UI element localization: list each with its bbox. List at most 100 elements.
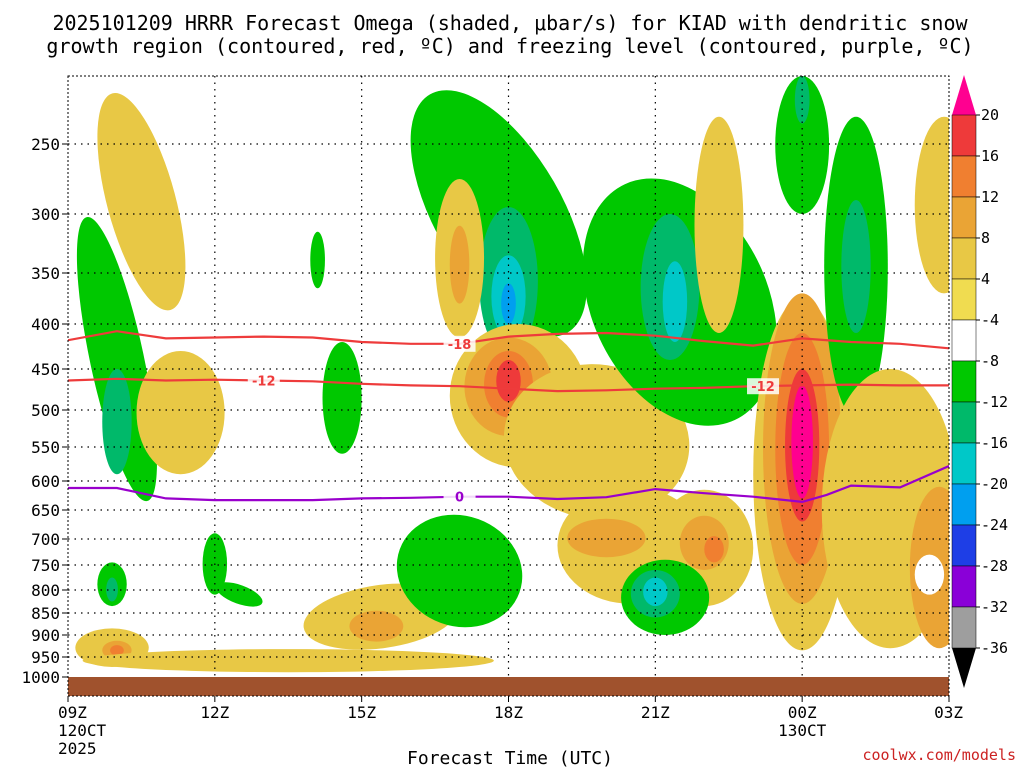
- plot-area: -18 -12 0 -12: [67, 75, 950, 697]
- x-tick-label: 120CT: [58, 721, 107, 740]
- contour-label: -12: [751, 380, 775, 395]
- colorbar-label: 4: [981, 270, 990, 288]
- omega-shading-layer: [75, 76, 949, 673]
- gridlines: [68, 76, 949, 677]
- colorbar-swatch: [951, 565, 977, 608]
- y-tick-label: 950: [31, 648, 60, 667]
- contour-layer: -18 -12 0 -12: [68, 330, 949, 506]
- colorbar-swatch: [951, 237, 977, 280]
- colorbar-swatch: [951, 114, 977, 157]
- x-tick-label: 130CT: [778, 721, 827, 740]
- x-tick-label: 03Z: [934, 703, 963, 722]
- y-tick-label: 900: [31, 626, 60, 645]
- omega-blob: [310, 231, 325, 289]
- colorbar-label: -8: [981, 352, 999, 370]
- x-tick-label: 15Z: [347, 703, 376, 722]
- omega-blob: [791, 385, 813, 499]
- x-axis-label: Forecast Time (UTC): [407, 748, 613, 768]
- contour-label-bg: [747, 378, 780, 395]
- omega-blob: [396, 514, 523, 628]
- colorbar-label: -32: [981, 598, 1008, 616]
- colorbar-label: -16: [981, 434, 1008, 452]
- colorbar-label: -24: [981, 516, 1008, 534]
- x-tick-label: 2025: [58, 739, 97, 758]
- colorbar-top-arrow: [952, 75, 976, 115]
- y-tick-label: 250: [31, 135, 60, 154]
- omega-blob: [110, 645, 124, 656]
- colorbar-label: -12: [981, 393, 1008, 411]
- colorbar-swatch: [951, 483, 977, 526]
- contour-line-minus18: [68, 330, 949, 350]
- y-tick-label: 450: [31, 360, 60, 379]
- contour-label-bg: [443, 488, 476, 505]
- contour-label-bg: [247, 372, 280, 389]
- x-tick-label: 09Z: [58, 703, 87, 722]
- colorbar-swatch: [951, 319, 977, 362]
- y-tick-label: 500: [31, 401, 60, 420]
- colorbar-label: -28: [981, 557, 1008, 575]
- omega-blob: [694, 116, 744, 334]
- omega-blob: [914, 116, 949, 294]
- y-tick-label: 600: [31, 472, 60, 491]
- omega-blob: [503, 364, 690, 520]
- contour-line-0: [68, 464, 949, 504]
- y-tick-label: 400: [31, 315, 60, 334]
- colorbar-label: -20: [981, 475, 1008, 493]
- colorbar-label: -36: [981, 639, 1008, 657]
- colorbar-swatch: [951, 401, 977, 444]
- chart-title-line-1: 2025101209 HRRR Forecast Omega (shaded, …: [52, 11, 968, 35]
- colorbar-swatch: [951, 155, 977, 198]
- contour-label: 0: [455, 491, 464, 506]
- y-tick-label: 850: [31, 604, 60, 623]
- omega-blob: [567, 518, 646, 558]
- ground-bar: [68, 677, 949, 696]
- omega-blob: [82, 649, 494, 673]
- y-tick-label: 300: [31, 205, 60, 224]
- omega-blob: [136, 351, 225, 475]
- colorbar-swatch: [951, 442, 977, 485]
- y-tick-label: 750: [31, 556, 60, 575]
- omega-blob: [216, 582, 263, 607]
- y-tick-label: 550: [31, 438, 60, 457]
- contour-label-bg: [443, 335, 476, 352]
- y-tick-label: 650: [31, 501, 60, 520]
- colorbar-label: 12: [981, 188, 999, 206]
- y-tick-label: 800: [31, 581, 60, 600]
- omega-blob: [704, 536, 724, 563]
- credit-link[interactable]: coolwx.com/models: [862, 746, 1016, 764]
- omega-blob: [662, 261, 688, 342]
- omega-blob: [496, 360, 521, 402]
- omega-blob: [97, 93, 186, 311]
- colorbar: 20 16 12 8 4 -4 -8 -12 -16 -20 -24 -28 -32 -36: [951, 75, 1008, 688]
- omega-blob: [349, 610, 404, 642]
- omega-blob: [106, 577, 118, 602]
- contour-line-minus12: [68, 377, 949, 393]
- colorbar-label: 20: [981, 106, 999, 124]
- omega-blob: [322, 342, 362, 454]
- colorbar-label: 16: [981, 147, 999, 165]
- y-tick-label: 350: [31, 264, 60, 283]
- y-tick-label: 700: [31, 530, 60, 549]
- colorbar-swatch: [951, 196, 977, 239]
- colorbar-label: 8: [981, 229, 990, 247]
- omega-blob: [449, 225, 470, 304]
- omega-blob: [102, 369, 132, 475]
- y-axis: 250 300 350 400 450 500 550 600 650 700 750 800 850 9…: [21, 135, 68, 687]
- colorbar-bottom-arrow: [952, 648, 976, 688]
- contour-label: -18: [448, 338, 472, 353]
- x-tick-label: 21Z: [641, 703, 670, 722]
- colorbar-swatch: [951, 606, 977, 649]
- omega-blob: [76, 217, 157, 502]
- contour-label: -12: [252, 374, 276, 389]
- x-tick-label: 12Z: [200, 703, 229, 722]
- omega-blob: [914, 554, 945, 595]
- x-tick-label: 18Z: [494, 703, 523, 722]
- omega-blob: [775, 76, 830, 214]
- chart-title-line-2: growth region (contoured, red, ºC) and f…: [46, 34, 973, 58]
- colorbar-swatch: [951, 360, 977, 403]
- colorbar-swatch: [951, 278, 977, 321]
- x-tick-label: 00Z: [788, 703, 817, 722]
- colorbar-swatch: [951, 524, 977, 567]
